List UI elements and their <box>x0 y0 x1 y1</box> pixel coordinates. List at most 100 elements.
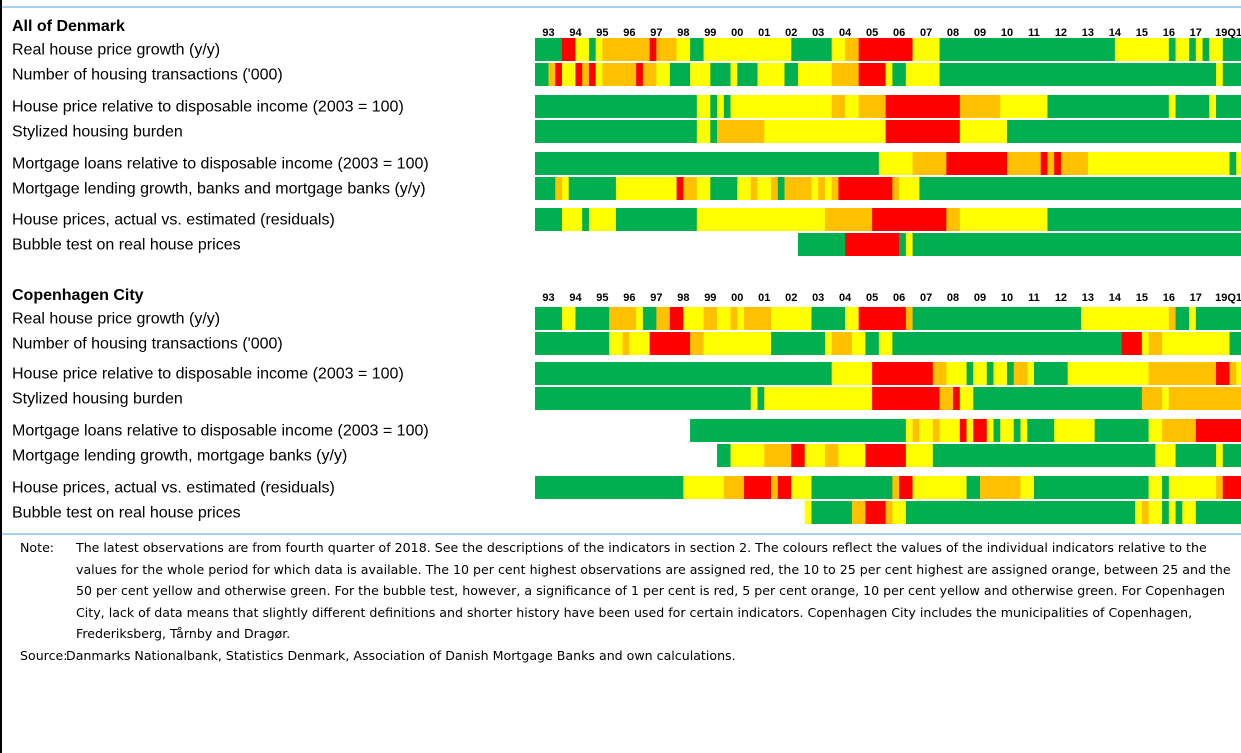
heat-cell <box>980 476 1021 499</box>
heat-cell <box>703 38 792 61</box>
heat-cell <box>535 307 563 330</box>
x-tick-label: 94 <box>569 292 582 304</box>
heat-cell <box>912 419 920 442</box>
x-tick-label: 02 <box>785 292 797 304</box>
x-tick-label: 12 <box>1055 27 1067 39</box>
heat-cell <box>575 63 583 86</box>
heat-cell <box>615 208 698 231</box>
heat-cell <box>885 501 893 524</box>
heat-cell <box>1216 63 1224 86</box>
heat-cell <box>912 307 1082 330</box>
heat-cell <box>1236 362 1241 385</box>
heat-cell <box>615 177 677 200</box>
heat-cell <box>535 476 684 499</box>
heat-cell <box>1141 387 1163 410</box>
heat-cell <box>804 444 826 467</box>
x-tick-label: 97 <box>650 27 662 39</box>
heat-cell <box>1013 419 1021 442</box>
heat-cell <box>946 362 967 385</box>
x-tick-label: 95 <box>596 292 608 304</box>
heat-cell <box>561 307 576 330</box>
note-label: Note: <box>20 540 55 555</box>
heat-cell <box>1209 95 1217 118</box>
heat-cell <box>561 208 583 231</box>
heat-cell <box>575 38 590 61</box>
heat-cell <box>595 63 603 86</box>
heat-cell <box>535 152 880 175</box>
heat-cell <box>831 332 853 355</box>
heat-cell <box>777 476 792 499</box>
heat-cell <box>892 63 907 86</box>
heat-cell <box>588 38 596 61</box>
row-label: House prices, actual vs. estimated (resi… <box>12 480 335 497</box>
heat-cell <box>824 444 839 467</box>
heat-cell <box>959 387 974 410</box>
heat-cell <box>1222 63 1241 86</box>
x-tick-label: 06 <box>893 27 905 39</box>
heat-cell <box>1148 362 1217 385</box>
source-text: Danmarks Nationalbank, Statistics Denmar… <box>66 647 736 663</box>
heat-cell <box>912 38 940 61</box>
heat-cell <box>1020 476 1035 499</box>
x-tick-label: 93 <box>542 292 554 304</box>
heat-cell <box>535 63 549 86</box>
heat-cell <box>710 177 738 200</box>
x-tick-label: 05 <box>866 292 878 304</box>
heat-cell <box>946 208 961 231</box>
heat-cell <box>535 332 610 355</box>
x-tick-label: 99 <box>704 27 716 39</box>
heat-cell <box>1222 444 1241 467</box>
heat-cell <box>953 387 961 410</box>
x-tick-label: 11 <box>1028 27 1040 39</box>
heat-cell <box>737 307 745 330</box>
note-row: Note: The latest observations are from f… <box>4 537 1234 645</box>
heat-cell <box>1189 38 1197 61</box>
heat-cell <box>535 120 698 143</box>
heat-cell <box>899 476 913 499</box>
heat-cell <box>858 63 886 86</box>
heat-cell <box>1195 419 1241 442</box>
heat-cell <box>730 95 832 118</box>
x-tick-label: 11 <box>1028 292 1040 304</box>
heat-cell <box>1054 152 1062 175</box>
heat-cell <box>851 332 866 355</box>
heat-cell <box>905 444 934 467</box>
note-text: The latest observations are from fourth … <box>76 540 1231 641</box>
heat-cell <box>561 177 570 200</box>
heat-cell <box>1216 476 1224 499</box>
row-label: Mortgage loans relative to disposable in… <box>12 156 429 173</box>
heat-cell <box>973 419 988 442</box>
heat-cell <box>1047 95 1170 118</box>
heat-cell <box>1222 476 1241 499</box>
heat-cell <box>717 307 731 330</box>
heat-cell <box>744 307 772 330</box>
x-tick-label: 01 <box>758 27 770 39</box>
heat-cell <box>831 362 873 385</box>
heat-cell <box>1168 501 1176 524</box>
heat-cell <box>649 38 657 61</box>
heat-cell <box>1168 307 1176 330</box>
x-tick-label: 10 <box>1001 292 1013 304</box>
row-label: Real house price growth (y/y) <box>12 42 220 59</box>
x-tick-label: 15 <box>1136 292 1148 304</box>
heat-cell <box>905 419 913 442</box>
heat-cell <box>575 307 610 330</box>
row-label: Real house price growth (y/y) <box>12 311 220 328</box>
heat-cell <box>710 120 718 143</box>
heat-cell <box>771 307 812 330</box>
heat-cell <box>1162 387 1170 410</box>
heat-cell <box>791 38 832 61</box>
heat-cell <box>757 177 772 200</box>
x-tick-label: 09 <box>974 292 986 304</box>
heat-cell <box>905 501 1136 524</box>
heat-cell <box>1175 444 1217 467</box>
heat-cell <box>750 387 758 410</box>
heat-cell <box>582 208 590 231</box>
heat-cell <box>1094 419 1149 442</box>
source-label: Source: <box>20 647 68 663</box>
heatmap-chart: All of Denmark 93 94 95 96 97 98 99 00 01 02 03 04 05… <box>2 6 1241 535</box>
heat-cell <box>892 501 907 524</box>
heat-cell <box>1033 362 1068 385</box>
heat-cell <box>1195 38 1203 61</box>
